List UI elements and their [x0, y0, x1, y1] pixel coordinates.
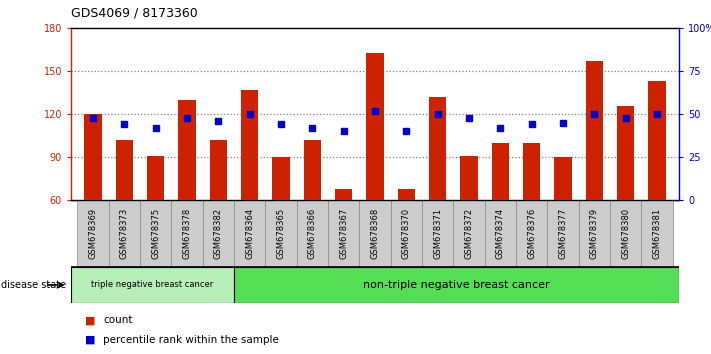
Bar	[241, 90, 258, 200]
Text: ■: ■	[85, 335, 96, 345]
Bar	[366, 53, 384, 200]
Bar	[234, 267, 679, 303]
Bar	[391, 200, 422, 267]
Bar	[71, 267, 234, 303]
Text: GSM678364: GSM678364	[245, 208, 255, 259]
Bar	[610, 200, 641, 267]
Bar	[492, 143, 509, 200]
Bar	[397, 189, 415, 200]
Text: GSM678370: GSM678370	[402, 208, 411, 259]
Text: GSM678373: GSM678373	[120, 208, 129, 259]
Bar	[77, 200, 109, 267]
Text: GSM678380: GSM678380	[621, 208, 630, 259]
Bar	[85, 114, 102, 200]
Bar	[171, 200, 203, 267]
Text: ■: ■	[85, 315, 96, 325]
Text: GSM678365: GSM678365	[277, 208, 286, 259]
Bar	[147, 156, 164, 200]
Text: disease state: disease state	[1, 280, 67, 290]
Bar	[461, 156, 478, 200]
Bar	[328, 200, 359, 267]
Bar	[547, 200, 579, 267]
Bar	[641, 200, 673, 267]
Bar	[296, 200, 328, 267]
Bar	[555, 157, 572, 200]
Bar	[203, 200, 234, 267]
Bar	[429, 97, 447, 200]
Bar	[359, 200, 391, 267]
Text: GSM678379: GSM678379	[590, 208, 599, 259]
Bar	[422, 200, 454, 267]
Bar	[178, 100, 196, 200]
Bar	[516, 200, 547, 267]
Bar	[454, 200, 485, 267]
Bar	[265, 200, 296, 267]
Text: count: count	[103, 315, 132, 325]
Text: GSM678378: GSM678378	[183, 208, 191, 259]
Text: GSM678367: GSM678367	[339, 208, 348, 259]
Bar	[617, 105, 634, 200]
Bar	[210, 140, 227, 200]
Bar	[109, 200, 140, 267]
Text: GSM678371: GSM678371	[433, 208, 442, 259]
Text: GDS4069 / 8173360: GDS4069 / 8173360	[71, 6, 198, 19]
Bar	[648, 81, 665, 200]
Text: GSM678375: GSM678375	[151, 208, 160, 259]
Text: non-triple negative breast cancer: non-triple negative breast cancer	[363, 280, 550, 290]
Text: triple negative breast cancer: triple negative breast cancer	[92, 280, 214, 290]
Bar	[586, 61, 603, 200]
Bar	[304, 140, 321, 200]
Text: GSM678366: GSM678366	[308, 208, 317, 259]
Text: GSM678382: GSM678382	[214, 208, 223, 259]
Text: GSM678376: GSM678376	[528, 208, 536, 259]
Text: GSM678377: GSM678377	[559, 208, 567, 259]
Text: GSM678369: GSM678369	[89, 208, 97, 259]
Bar	[335, 189, 353, 200]
Bar	[272, 157, 289, 200]
Text: GSM678372: GSM678372	[464, 208, 474, 259]
Bar	[140, 200, 171, 267]
Bar	[523, 143, 540, 200]
Bar	[116, 140, 133, 200]
Bar	[579, 200, 610, 267]
Text: percentile rank within the sample: percentile rank within the sample	[103, 335, 279, 345]
Bar	[485, 200, 516, 267]
Text: GSM678381: GSM678381	[653, 208, 661, 259]
Text: GSM678368: GSM678368	[370, 208, 380, 259]
Text: GSM678374: GSM678374	[496, 208, 505, 259]
Bar	[234, 200, 265, 267]
